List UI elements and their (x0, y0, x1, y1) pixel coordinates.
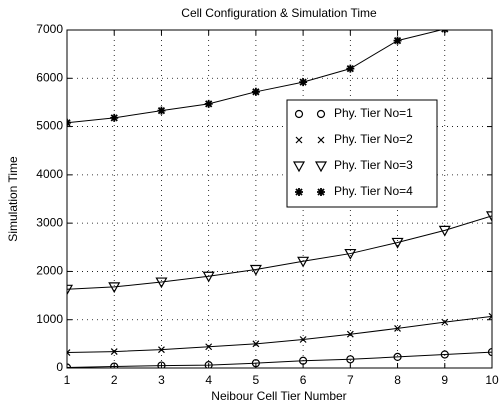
data-point (204, 361, 213, 368)
data-point (394, 324, 401, 332)
x-tick-label: 1 (64, 373, 71, 387)
data-point (346, 355, 355, 364)
data-point (155, 277, 168, 289)
data-point (67, 349, 71, 356)
legend-marker (294, 109, 304, 119)
x-tick-label: 3 (158, 373, 165, 387)
data-point (205, 343, 213, 351)
data-point (158, 346, 165, 354)
data-point (299, 78, 308, 87)
data-point (251, 87, 260, 96)
legend-label: Phy. Tier No=1 (334, 106, 413, 120)
data-point (204, 99, 213, 108)
data-point (299, 356, 308, 365)
y-tick-label: 5000 (36, 119, 63, 133)
x-tick-label: 5 (253, 373, 260, 387)
data-point (344, 248, 357, 260)
y-axis-label: Simulation Time (6, 156, 20, 242)
data-point (202, 271, 215, 283)
legend-marker (295, 188, 303, 196)
data-point (391, 237, 404, 249)
series-line (67, 315, 492, 354)
data-point (440, 350, 449, 359)
x-tick-label: 8 (394, 373, 401, 387)
plot-area (67, 30, 492, 368)
data-point (249, 264, 262, 276)
y-tick-label: 4000 (36, 167, 63, 181)
legend-marker (314, 161, 328, 173)
legend-marker (316, 109, 326, 119)
x-tick-label: 2 (111, 373, 118, 387)
plot-frame (66, 29, 493, 369)
legend-marker (292, 161, 306, 173)
y-tick-label: 3000 (36, 215, 63, 229)
data-point (299, 336, 307, 343)
data-point (393, 352, 402, 361)
data-point (441, 318, 449, 326)
x-tick-label: 6 (300, 373, 307, 387)
x-tick-label: 9 (441, 373, 448, 387)
legend-marker (295, 136, 303, 144)
data-point (157, 361, 166, 368)
x-tick-label: 7 (347, 373, 354, 387)
data-point (346, 64, 355, 73)
y-tick-label: 1000 (36, 312, 63, 326)
data-point (438, 225, 451, 237)
legend-label: Phy. Tier No=2 (334, 132, 413, 146)
data-point (67, 284, 74, 296)
x-tick-label: 10 (485, 373, 499, 387)
data-point (251, 359, 260, 368)
data-point (110, 348, 118, 356)
data-point (346, 330, 354, 338)
data-point (110, 113, 119, 122)
data-point (297, 256, 310, 268)
data-point (393, 36, 402, 45)
data-point (487, 347, 492, 357)
legend-marker (317, 188, 325, 196)
data-point (67, 363, 72, 368)
data-point (252, 340, 260, 348)
data-point (488, 312, 492, 320)
y-tick-label: 7000 (36, 22, 63, 36)
data-point (157, 106, 166, 115)
legend-label: Phy. Tier No=3 (334, 158, 413, 172)
x-tick-label: 4 (205, 373, 212, 387)
data-point (110, 362, 119, 368)
legend-label: Phy. Tier No=4 (334, 184, 413, 198)
series-line (67, 215, 492, 290)
legend-box (286, 99, 438, 208)
chart-title: Cell Configuration & Simulation Time (181, 6, 377, 20)
y-tick-label: 6000 (36, 70, 63, 84)
data-point (485, 211, 492, 223)
series-line (67, 351, 492, 368)
legend-marker (317, 136, 325, 144)
y-tick-label: 0 (56, 360, 63, 374)
x-axis-label: Neibour Cell Tier Number (211, 389, 346, 403)
y-tick-label: 2000 (36, 264, 63, 278)
series-line (67, 30, 443, 124)
data-point (108, 282, 121, 294)
